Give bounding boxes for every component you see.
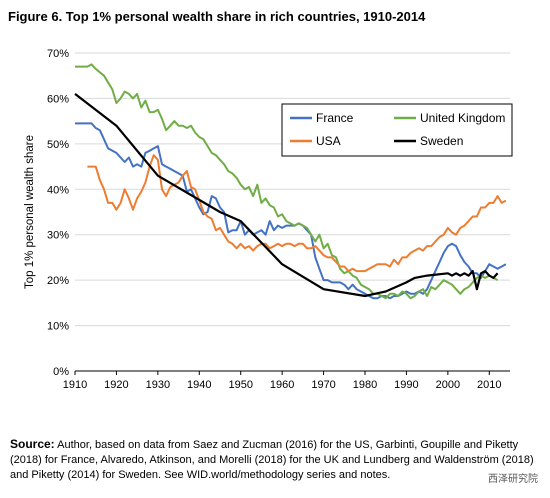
legend: France United Kingdom USA Sweden bbox=[281, 103, 513, 157]
x-tick-label: 1910 bbox=[63, 379, 87, 391]
y-tick-label: 30% bbox=[47, 230, 69, 242]
x-axis-ticks: 1910 1920 1930 1940 1950 1960 1970 1980 1990 2000… bbox=[63, 371, 502, 391]
legend-label-sweden: Sweden bbox=[420, 134, 463, 148]
legend-label-france: France bbox=[316, 111, 354, 125]
x-tick-label: 1960 bbox=[270, 379, 294, 391]
x-tick-label: 2010 bbox=[477, 379, 501, 391]
gridlines bbox=[75, 52, 510, 327]
y-axis-ticks: 0% 10% 20% 30% 40% 50% 60% 70% bbox=[47, 48, 69, 378]
y-tick-label: 40% bbox=[47, 184, 69, 196]
y-tick-label: 0% bbox=[53, 366, 69, 378]
y-tick-label: 70% bbox=[47, 48, 69, 60]
x-tick-label: 1940 bbox=[187, 379, 211, 391]
series-lines bbox=[74, 63, 507, 300]
x-tick-label: 1920 bbox=[104, 379, 128, 391]
series-line-usa bbox=[87, 154, 507, 273]
x-tick-label: 2000 bbox=[436, 379, 460, 391]
legend-label-usa: USA bbox=[316, 134, 341, 148]
series-line-united-kingdom bbox=[75, 63, 499, 300]
source-text: Author, based on data from Saez and Zucm… bbox=[10, 439, 534, 481]
legend-label-united-kingdom: United Kingdom bbox=[420, 111, 505, 125]
line-chart: 0% 10% 20% 30% 40% 50% 60% 70% 1910 1920 1930 1940… bbox=[24, 48, 513, 391]
x-tick-label: 1930 bbox=[146, 379, 170, 391]
y-axis-label: Top 1% personal wealth share bbox=[24, 135, 36, 289]
figure-title: Figure 6. Top 1% personal wealth share i… bbox=[8, 9, 426, 24]
source-note: Source: Author, based on data from Saez … bbox=[10, 437, 542, 483]
x-tick-label: 1970 bbox=[311, 379, 335, 391]
x-tick-label: 1990 bbox=[394, 379, 418, 391]
y-tick-label: 60% bbox=[47, 93, 69, 105]
x-tick-label: 1980 bbox=[353, 379, 377, 391]
watermark-badge: 西泽研究院 bbox=[484, 469, 542, 486]
legend-box bbox=[281, 103, 513, 157]
x-tick-label: 1950 bbox=[228, 379, 252, 391]
legend-items: France United Kingdom USA Sweden bbox=[290, 111, 505, 148]
y-tick-label: 20% bbox=[47, 275, 69, 287]
y-tick-label: 50% bbox=[47, 139, 69, 151]
source-label: Source: bbox=[10, 437, 55, 451]
y-tick-label: 10% bbox=[47, 321, 69, 333]
series-line-sweden bbox=[74, 93, 499, 298]
